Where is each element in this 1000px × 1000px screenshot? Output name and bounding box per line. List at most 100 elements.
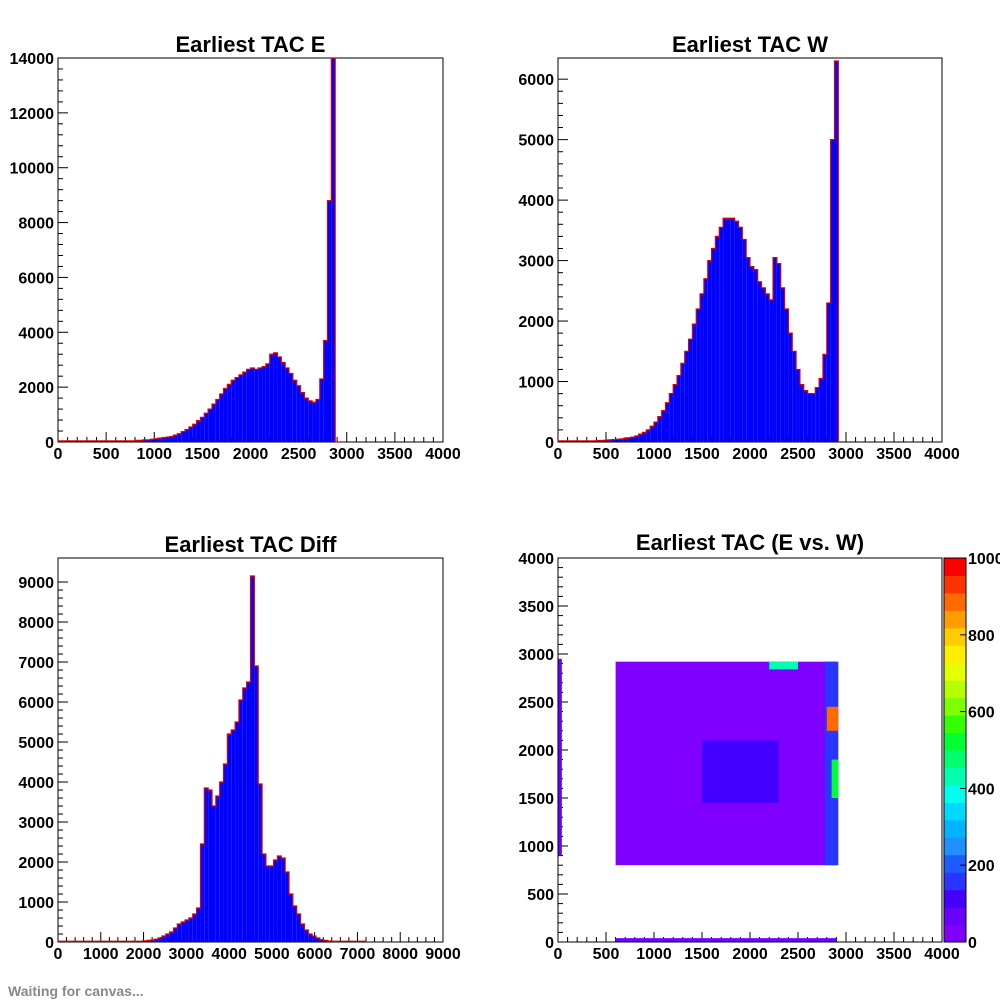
- color-bar-swatch: [944, 907, 966, 926]
- histogram-outline: [57, 57, 340, 443]
- histogram-bar: [615, 439, 620, 442]
- histogram-bar: [277, 356, 282, 442]
- histogram-bar: [611, 439, 616, 442]
- histogram-bar: [242, 372, 247, 442]
- histogram-bar: [169, 932, 174, 942]
- histogram-bar: [192, 424, 197, 442]
- histogram-bar: [231, 730, 236, 942]
- histogram-bar: [154, 939, 159, 942]
- y-tick-label: 4000: [18, 325, 54, 342]
- histogram-bar: [696, 308, 701, 442]
- histogram-bar: [269, 866, 274, 942]
- y-tick-label: 4000: [518, 551, 554, 568]
- histogram-bar: [742, 239, 747, 442]
- y-tick-label: 10000: [10, 161, 55, 178]
- y-tick-label: 0: [545, 435, 554, 452]
- histogram-bar: [304, 398, 309, 442]
- x-tick-label: 3000: [828, 946, 864, 963]
- histogram-bar: [819, 378, 823, 442]
- x-tick-label: 4000: [924, 446, 960, 463]
- histogram-bar: [323, 340, 328, 442]
- histogram-bar: [208, 409, 212, 442]
- histogram-bar: [173, 435, 178, 442]
- color-bar-swatch: [944, 924, 966, 943]
- histogram-bar: [262, 366, 266, 442]
- histogram-bar: [281, 858, 286, 942]
- y-tick-label: 4000: [18, 775, 54, 792]
- histogram-bar: [188, 426, 193, 442]
- histogram-bar: [285, 367, 289, 442]
- x-tick-label: 2500: [780, 946, 816, 963]
- histogram-bar: [700, 293, 704, 442]
- histogram-bar: [642, 432, 647, 442]
- histogram-bars: [558, 61, 839, 442]
- histogram-bar: [185, 920, 189, 942]
- histogram-bar: [250, 576, 255, 942]
- x-tick-label: 2500: [780, 446, 816, 463]
- histogram-bar: [281, 362, 286, 442]
- y-tick-label: 2500: [518, 695, 554, 712]
- histogram-bars: [58, 58, 336, 442]
- plot-frame-top: [557, 557, 943, 943]
- x-tick-label: 0: [554, 446, 563, 463]
- histogram-bar: [227, 734, 232, 942]
- histogram-bar: [834, 61, 839, 442]
- histogram-bar: [273, 352, 278, 442]
- color-bar-swatch: [944, 645, 966, 664]
- histogram-bar: [188, 918, 193, 942]
- x-tick-label: 3500: [876, 946, 912, 963]
- x-tick-label: 2000: [233, 446, 269, 463]
- x-tick-label: 1500: [684, 446, 720, 463]
- histogram-bar: [604, 440, 608, 442]
- color-bar-swatch: [944, 610, 966, 629]
- histogram-bar: [792, 351, 797, 442]
- histogram-bar: [757, 281, 762, 442]
- y-tick-label: 2000: [518, 314, 554, 331]
- color-bar-swatch: [944, 575, 966, 594]
- histogram-bar: [273, 860, 278, 942]
- x-tick-label: 3000: [329, 446, 365, 463]
- y-tick-label: 8000: [18, 615, 54, 632]
- y-tick-label: 2000: [518, 743, 554, 760]
- x-tick-label: 4000: [924, 946, 960, 963]
- histogram-bar: [688, 339, 693, 442]
- chart-title: Earliest TAC Diff: [165, 532, 338, 557]
- histogram-bar: [296, 385, 301, 442]
- histogram-bar: [811, 393, 816, 442]
- chart-title: Earliest TAC E: [176, 32, 326, 57]
- color-bar-swatch: [944, 837, 966, 856]
- color-bar-swatch: [944, 784, 966, 803]
- histogram-bar: [692, 324, 697, 442]
- panel-earliest-tac-e: Earliest TAC E 0 500 1000 1500 2000 2500 3000 35…: [10, 32, 461, 463]
- histogram-bar: [223, 388, 228, 442]
- x-tick-label: 3500: [876, 446, 912, 463]
- histogram-bar: [177, 924, 182, 942]
- histogram-bar: [258, 367, 263, 442]
- histogram-bar: [607, 439, 612, 442]
- histogram-bar: [623, 438, 628, 442]
- y-tick-label: 1000: [518, 839, 554, 856]
- color-bar-swatch: [944, 819, 966, 838]
- color-bar-swatch: [944, 715, 966, 734]
- y-tick-label: 1500: [518, 791, 554, 808]
- histogram-bar: [196, 908, 201, 942]
- histogram-bar: [561, 440, 566, 442]
- histogram-bar: [219, 394, 224, 442]
- x-tick-label: 7000: [340, 946, 376, 963]
- histogram-bar: [319, 939, 324, 942]
- histogram-bar: [246, 682, 251, 942]
- histogram-bar: [769, 299, 774, 442]
- histogram-bar: [312, 936, 316, 942]
- color-bar-swatch: [944, 872, 966, 891]
- histogram-bar: [730, 218, 735, 442]
- histogram-bar: [830, 139, 835, 442]
- histogram-bar: [600, 440, 605, 442]
- histogram-bar: [235, 377, 239, 442]
- histogram-bar: [300, 392, 305, 442]
- x-tick-label: 1500: [684, 946, 720, 963]
- color-bar-swatch: [944, 662, 966, 681]
- histogram-bar: [619, 438, 624, 442]
- histogram-bar: [588, 440, 593, 442]
- histogram-bar: [231, 380, 236, 442]
- y-tick-label: 6000: [18, 695, 54, 712]
